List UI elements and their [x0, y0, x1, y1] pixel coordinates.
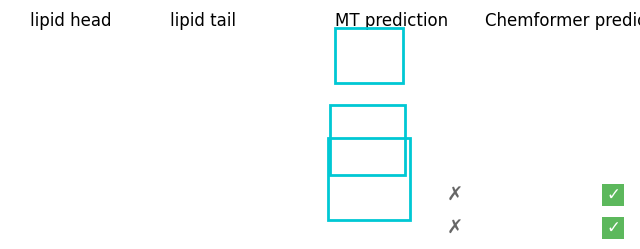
Bar [328, 138, 410, 220]
Bar [330, 105, 405, 175]
FancyBboxPatch shape [602, 217, 624, 239]
Text: ✗: ✗ [447, 219, 463, 238]
FancyBboxPatch shape [602, 184, 624, 206]
Bar [335, 28, 403, 83]
Text: lipid head: lipid head [30, 12, 111, 30]
Text: ✓: ✓ [606, 186, 620, 204]
Text: MT prediction: MT prediction [335, 12, 448, 30]
Text: ✓: ✓ [606, 219, 620, 237]
Text: lipid tail: lipid tail [170, 12, 236, 30]
Text: ✗: ✗ [447, 186, 463, 204]
Text: Chemformer prediction: Chemformer prediction [485, 12, 640, 30]
